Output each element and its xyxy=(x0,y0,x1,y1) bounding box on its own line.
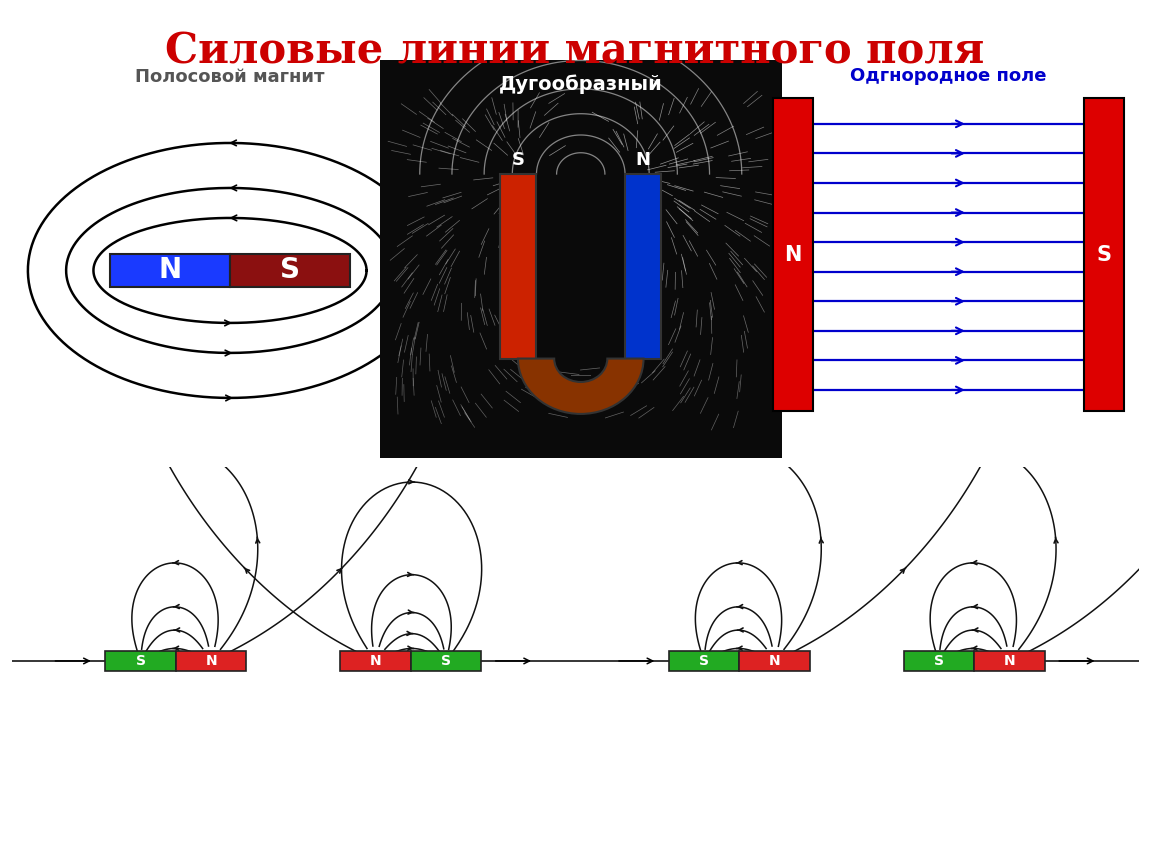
Bar xyxy=(773,98,813,411)
Bar xyxy=(109,253,230,288)
Bar xyxy=(176,651,246,670)
Bar xyxy=(739,651,810,670)
Text: N: N xyxy=(636,151,651,168)
Bar xyxy=(500,174,536,359)
Bar xyxy=(626,174,661,359)
Text: Полосовой магнит: Полосовой магнит xyxy=(136,68,324,86)
Text: S: S xyxy=(1097,245,1112,264)
Text: S: S xyxy=(136,654,146,668)
Text: N: N xyxy=(784,245,802,264)
Text: Дугообразный: Дугообразный xyxy=(499,74,662,94)
Text: S: S xyxy=(934,654,944,668)
Text: S: S xyxy=(281,257,300,284)
Bar xyxy=(340,651,411,670)
Bar xyxy=(904,651,974,670)
Text: N: N xyxy=(1004,654,1015,668)
Text: N: N xyxy=(205,654,217,668)
Text: N: N xyxy=(159,257,182,284)
Text: N: N xyxy=(768,654,781,668)
Text: S: S xyxy=(512,151,524,168)
Bar xyxy=(411,651,481,670)
Text: S: S xyxy=(440,654,451,668)
Text: N: N xyxy=(369,654,382,668)
Text: Силовые линии магнитного поля: Силовые линии магнитного поля xyxy=(166,30,984,73)
Bar xyxy=(974,651,1044,670)
Text: Одгнородное поле: Одгнородное поле xyxy=(851,67,1046,86)
Wedge shape xyxy=(518,359,644,414)
Bar xyxy=(106,651,176,670)
Text: S: S xyxy=(699,654,710,668)
Bar xyxy=(669,651,739,670)
Bar xyxy=(230,253,351,288)
Bar xyxy=(1084,98,1125,411)
